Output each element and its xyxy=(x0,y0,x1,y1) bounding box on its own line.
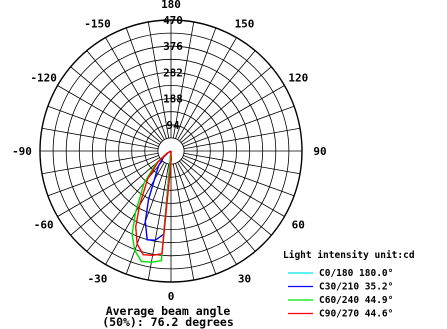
grid-spoke xyxy=(183,127,301,150)
series-group xyxy=(131,150,173,263)
grid-spoke xyxy=(182,157,285,217)
grid-spoke xyxy=(182,85,285,145)
grid-spoke xyxy=(172,163,195,281)
grid-spoke xyxy=(180,66,272,143)
angle-tick-label: 90 xyxy=(313,145,326,158)
title-line-1: Average beam angle xyxy=(106,304,231,318)
angle-tick-label: -30 xyxy=(88,272,108,285)
grid-spoke xyxy=(172,21,195,139)
radial-tick-label: 188 xyxy=(163,93,183,106)
angle-tick-label: 120 xyxy=(288,72,308,85)
radial-tick-label: 282 xyxy=(163,66,183,79)
grid-spoke xyxy=(183,155,295,197)
grid-spoke xyxy=(57,157,160,217)
radial-tick-label: 94 xyxy=(166,119,180,132)
grid-spoke xyxy=(179,160,256,252)
grid-spoke xyxy=(183,152,301,175)
grid-spoke xyxy=(177,162,237,265)
grid-spoke xyxy=(177,37,237,140)
angle-tick-label: -120 xyxy=(30,72,57,85)
chart-title: Average beam angle (50%): 76.2 degrees xyxy=(102,304,234,329)
angle-tick-labels: 0 30 60 90 120 150 180 -30 -60 -90 -120 -150 xyxy=(12,0,327,303)
angle-tick-label: 30 xyxy=(238,272,251,285)
grid-spoke xyxy=(180,159,272,236)
grid-spoke xyxy=(57,85,160,145)
grid-spoke xyxy=(125,27,167,139)
legend-label: C30/210 35.2° xyxy=(319,282,393,293)
unit-label: Light intensity unit:cd xyxy=(283,250,415,261)
legend-label: C0/180 180.0° xyxy=(319,268,393,279)
series-line-3 xyxy=(134,150,173,257)
grid-spoke xyxy=(147,163,170,281)
radial-tick-labels: 94 188 282 376 470 xyxy=(163,14,183,132)
radial-tick-label: 376 xyxy=(163,40,183,53)
legend-label: C90/270 44.6° xyxy=(319,309,393,320)
angle-tick-label: 150 xyxy=(235,18,255,31)
angle-tick-label: -60 xyxy=(34,219,54,232)
angle-tick-label: 180 xyxy=(161,0,181,11)
grid-spoke xyxy=(41,127,159,150)
grid-spoke xyxy=(47,155,159,197)
grid-spoke xyxy=(86,50,163,142)
radial-tick-label: 470 xyxy=(163,14,183,27)
grid-spoke xyxy=(47,105,159,147)
angle-tick-label: -150 xyxy=(84,18,111,31)
title-line-2: (50%): 76.2 degrees xyxy=(102,315,234,329)
grid-spoke xyxy=(70,66,162,143)
grid-spoke xyxy=(41,152,159,175)
grid-spoke xyxy=(179,50,256,142)
angle-tick-label: -90 xyxy=(12,145,32,158)
grid-spoke xyxy=(70,159,162,236)
grid-spoke xyxy=(175,27,217,139)
legend: Light intensity unit:cd C0/180 180.0° C30… xyxy=(283,250,415,320)
angle-tick-label: 60 xyxy=(292,219,305,232)
angle-tick-label: 0 xyxy=(168,290,175,303)
grid-spoke xyxy=(105,37,165,140)
legend-label: C60/240 44.9° xyxy=(319,295,393,306)
grid-spoke xyxy=(147,21,170,139)
grid-spoke xyxy=(183,105,295,147)
grid-spoke xyxy=(175,163,217,275)
spoke-lines xyxy=(40,20,302,282)
